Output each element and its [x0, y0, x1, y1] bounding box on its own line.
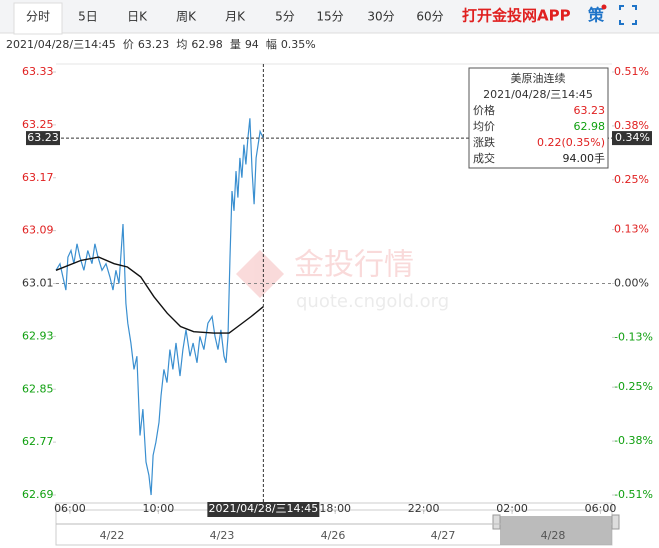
- tooltip-box: [468, 67, 609, 169]
- tab[interactable]: 周K: [176, 10, 197, 24]
- crosshair-x-label: 2021/04/28/三14:45: [208, 502, 318, 515]
- tab[interactable]: 日K: [127, 10, 148, 24]
- strategy[interactable]: 策: [587, 6, 605, 25]
- price-line: [55, 118, 264, 496]
- y2-tick-label: 0.38%: [614, 119, 649, 132]
- y-tick-label: 63.01: [22, 277, 54, 290]
- tooltip-value: 62.98: [574, 120, 606, 133]
- watermark-url: quote.cngold.org: [296, 291, 449, 312]
- tooltip-label: 均价: [473, 120, 495, 133]
- navigator-window[interactable]: [500, 516, 612, 545]
- tab[interactable]: 15分: [316, 10, 343, 24]
- y2-tick-label: -0.13%: [614, 330, 653, 343]
- y-tick-label: 62.77: [22, 435, 54, 448]
- tab[interactable]: 月K: [225, 10, 246, 24]
- y2-tick-label: -0.51%: [614, 488, 653, 501]
- promo[interactable]: 打开金投网APP: [462, 7, 571, 25]
- badge: [601, 4, 607, 10]
- watermark-logo: [236, 250, 284, 298]
- x-tick-label: 22:00: [408, 502, 440, 515]
- y-tick-label: 62.85: [22, 382, 54, 395]
- info-amplitude-label: 幅: [266, 38, 277, 51]
- tab[interactable]: 5日: [78, 10, 98, 24]
- avg-line: [55, 256, 264, 334]
- watermark: 金投行情 quote.cngold.org: [236, 248, 449, 312]
- y-tick-label: 62.93: [22, 329, 54, 342]
- tooltip-value: 63.23: [574, 104, 606, 117]
- crosshair-y-label: 63.23: [27, 131, 59, 144]
- y2-tick-label: 0.00%: [614, 277, 649, 290]
- tab[interactable]: 30分: [367, 10, 394, 24]
- fullscreen-icon[interactable]: [619, 5, 637, 25]
- info-amplitude: 0.35%: [281, 38, 316, 51]
- y-tick-label: 63.33: [22, 65, 54, 78]
- y-tick-label: 62.69: [22, 488, 54, 501]
- tooltip-label: 价格: [473, 103, 495, 117]
- navigator-handle[interactable]: [492, 514, 501, 530]
- crosshair-y2-box: [612, 131, 652, 146]
- navigator-date: 4/28: [541, 529, 566, 542]
- x-tick-label: 02:00: [496, 502, 528, 515]
- y-tick-label: 63.09: [22, 224, 54, 237]
- y2-tick-label: 0.13%: [614, 223, 649, 236]
- x-tick-label: 06:00: [54, 502, 86, 515]
- y2-tick-label: 0.51%: [614, 65, 649, 78]
- navigator-date: 4/26: [321, 529, 346, 542]
- crosshair-y2-label: 0.34%: [615, 131, 650, 144]
- tooltip-label: 涨跌: [473, 135, 495, 149]
- info-volume-label: 量: [230, 38, 241, 51]
- x-tick-label: 10:00: [143, 502, 175, 515]
- info-avg: 62.98: [191, 38, 223, 51]
- tab[interactable]: 分时: [26, 10, 50, 24]
- y-tick-label: 63.17: [22, 171, 54, 184]
- tooltip-value: 0.22(0.35%): [537, 136, 605, 149]
- tab-active: [13, 2, 63, 35]
- navigator-handle[interactable]: [611, 514, 620, 530]
- tooltip-title: 美原油连续: [511, 71, 566, 85]
- navigator-date: 4/27: [431, 529, 456, 542]
- tooltip-time: 2021/04/28/三14:45: [483, 88, 593, 101]
- tab[interactable]: 60分: [416, 10, 443, 24]
- crosshair-x-box: [207, 502, 320, 517]
- tab[interactable]: 5分: [275, 10, 295, 24]
- y2-tick-label: -0.25%: [614, 380, 653, 393]
- y2-tick-label: 0.25%: [614, 173, 649, 186]
- info-time: 2021/04/28/三14:45: [6, 38, 116, 51]
- crosshair-y-box: [26, 131, 60, 146]
- tooltip-label: 成交: [473, 151, 495, 165]
- tooltip: 美原油连续 2021/04/28/三14:45 价格 63.23 均价 62.98 涨跌 0.…: [468, 67, 609, 169]
- x-tick-label: 06:00: [585, 502, 617, 515]
- x-tick-label: 18:00: [319, 502, 351, 515]
- tooltip-value: 94.00手: [563, 151, 606, 165]
- info-price: 63.23: [138, 38, 170, 51]
- info-avg-label: 均: [176, 38, 187, 51]
- navigator-date: 4/22: [100, 529, 125, 542]
- navigator-date: 4/23: [210, 529, 235, 542]
- watermark-brand: 金投行情: [294, 248, 414, 283]
- info-volume: 94: [245, 38, 259, 51]
- y-tick-label: 63.25: [22, 118, 54, 131]
- info-price-label: 价: [123, 38, 134, 51]
- y2-tick-label: -0.38%: [614, 434, 653, 447]
- tab-bar: [0, 0, 659, 33]
